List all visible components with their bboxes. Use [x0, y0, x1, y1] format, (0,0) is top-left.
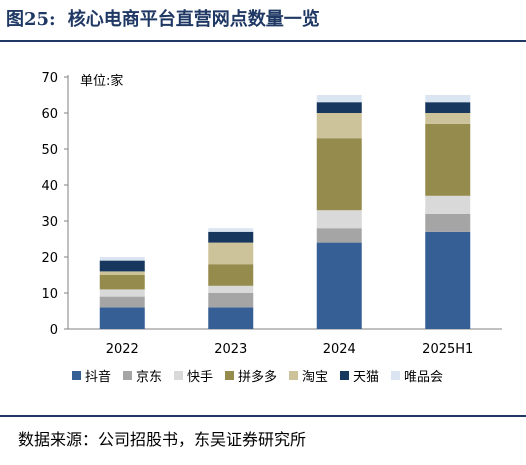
legend-swatch — [72, 371, 81, 380]
bar-segment — [425, 113, 471, 124]
x-tick-label: 2025H1 — [422, 342, 473, 357]
bar-segment — [316, 210, 362, 229]
legend-label: 快手 — [187, 370, 213, 385]
source-divider — [0, 415, 526, 417]
bar-segment — [99, 296, 145, 308]
figure-title: 图25: 核心电商平台直营网点数量一览 — [6, 5, 320, 35]
x-tick-label: 2024 — [323, 342, 356, 357]
figure-title-text: 核心电商平台直营网点数量一览 — [67, 9, 320, 30]
y-tick-label: 60 — [41, 107, 58, 122]
y-tick-label: 40 — [41, 179, 58, 194]
figure-number: 图25: — [6, 9, 56, 30]
legend-swatch — [225, 371, 234, 380]
bar-segment — [99, 275, 145, 290]
legend-label: 京东 — [136, 370, 162, 385]
bar-segment — [316, 102, 362, 113]
y-tick-label: 10 — [41, 287, 58, 302]
bar-segment — [425, 231, 471, 329]
bar-segment — [316, 228, 362, 243]
bar-segment — [316, 138, 362, 211]
x-tick-label: 2022 — [106, 342, 139, 357]
legend-swatch — [340, 371, 349, 380]
stacked-bar-chart: 0 10 20 30 40 50 60 70 单位:家 2022 2023 2024 2025H1 抖音 京… — [41, 71, 502, 385]
y-tick-label: 50 — [41, 143, 58, 158]
bar-segment — [208, 242, 254, 265]
legend-swatch — [391, 371, 400, 380]
x-tick-label: 2023 — [214, 342, 247, 357]
bar-segment — [208, 228, 254, 232]
unit-label: 单位:家 — [80, 73, 123, 89]
legend-swatch — [289, 371, 298, 380]
bar-segment — [316, 95, 362, 103]
bar-segment — [208, 285, 254, 293]
bar-segment — [425, 123, 471, 196]
legend-label: 拼多多 — [238, 369, 277, 385]
y-tick-label: 30 — [41, 215, 58, 230]
legend-swatch — [123, 371, 132, 380]
bar-segment — [425, 195, 471, 214]
bar-segment — [425, 95, 471, 103]
bar-segment — [208, 264, 254, 286]
source-note: 数据来源：公司招股书，东吴证券研究所 — [18, 430, 307, 449]
bar-segment — [425, 102, 471, 113]
bar-segment — [208, 231, 254, 243]
bar-segment — [316, 242, 362, 329]
legend-label: 唯品会 — [404, 370, 443, 385]
bar-segment — [425, 213, 471, 232]
bar-segment — [99, 271, 145, 275]
y-tick-label: 70 — [41, 71, 58, 86]
bar-segment — [208, 293, 254, 308]
y-tick-label: 0 — [50, 323, 58, 338]
legend-label: 天猫 — [353, 370, 379, 385]
title-underline — [0, 40, 526, 42]
bar-segment — [99, 257, 145, 261]
y-tick-label: 20 — [41, 251, 58, 266]
legend-swatch — [174, 371, 183, 380]
bar-segment — [316, 113, 362, 139]
legend-label: 抖音 — [85, 369, 111, 385]
bar-segment — [99, 307, 145, 329]
bar-segment — [99, 289, 145, 297]
bar-segment — [208, 307, 254, 329]
legend-label: 淘宝 — [302, 370, 328, 385]
bar-segment — [99, 260, 145, 272]
